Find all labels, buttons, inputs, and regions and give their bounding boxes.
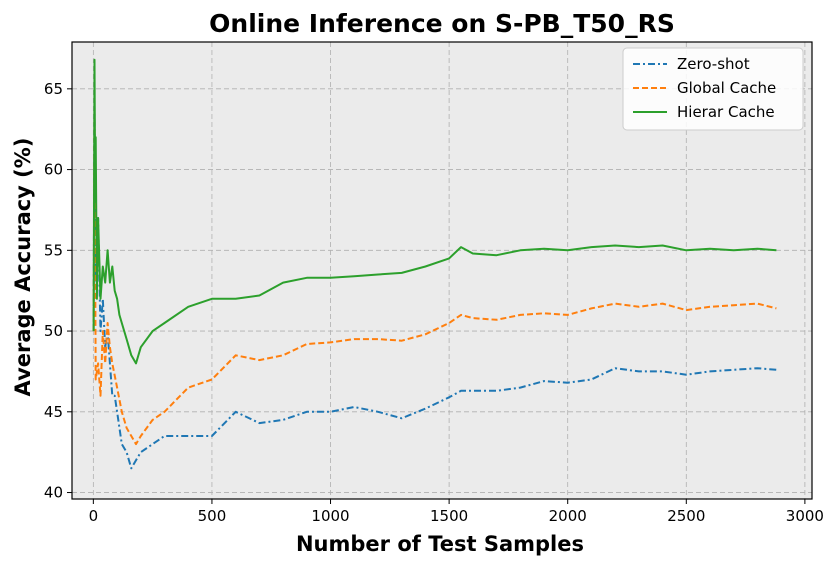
legend-box: [622, 47, 804, 131]
series-line-zero-shot: [92, 104, 777, 470]
y-tick-label: 65: [44, 80, 63, 98]
x-axis-label: Number of Test Samples: [296, 532, 584, 556]
y-tick-label: 40: [44, 484, 63, 502]
legend-label: Global Cache: [677, 79, 776, 97]
x-tick-label: 500: [198, 507, 227, 525]
x-tick-label: 2000: [549, 507, 587, 525]
x-tick-label: 3000: [786, 507, 824, 525]
series-line-global-cache: [92, 104, 777, 446]
x-tick-label: 1000: [311, 507, 349, 525]
plot-frame: [71, 41, 813, 500]
x-tick-label: 2500: [667, 507, 705, 525]
y-tick-label: 60: [44, 161, 63, 179]
y-axis-label: Average Accuracy (%): [11, 138, 35, 397]
axis-ticks: 0 500 1000 1500 2000 2500 3000 40 45 50 55 60 65: [44, 80, 824, 525]
series-line-hierar-cache: [92, 58, 777, 365]
legend: Zero-shot Global Cache Hierar Cache: [622, 47, 804, 131]
y-tick-label: 55: [44, 241, 63, 259]
x-tick-label: 0: [89, 507, 99, 525]
legend-label: Zero-shot: [677, 55, 750, 73]
y-tick-label: 45: [44, 403, 63, 421]
series-lines: [92, 58, 777, 470]
x-tick-label: 1500: [430, 507, 468, 525]
chart-title: Online Inference on S-PB_T50_RS: [209, 9, 675, 38]
legend-label: Hierar Cache: [677, 103, 775, 121]
y-tick-label: 50: [44, 322, 63, 340]
